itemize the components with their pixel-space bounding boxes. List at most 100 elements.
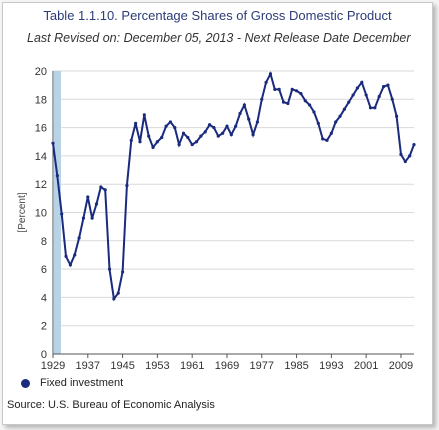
data-point [299, 92, 302, 95]
data-point [412, 143, 415, 146]
data-point [108, 268, 111, 271]
data-point [386, 84, 389, 87]
data-point [391, 98, 394, 101]
x-tick-label: 1945 [110, 360, 134, 372]
data-point [95, 202, 98, 205]
x-tick-label: 1969 [215, 360, 239, 372]
data-point [225, 125, 228, 128]
data-point [321, 137, 324, 140]
data-point [234, 125, 237, 128]
x-tick-label: 1977 [250, 360, 274, 372]
data-point [265, 81, 268, 84]
data-point [125, 184, 128, 187]
data-point [173, 126, 176, 129]
data-point [121, 270, 124, 273]
data-point [130, 139, 133, 142]
data-point [64, 255, 67, 258]
x-tick-label: 1953 [145, 360, 169, 372]
data-point [269, 72, 272, 75]
data-point [325, 139, 328, 142]
y-tick-label: 2 [41, 321, 47, 333]
data-point [117, 292, 120, 295]
data-point [186, 136, 189, 139]
data-point [382, 85, 385, 88]
data-point [164, 125, 167, 128]
data-point [151, 146, 154, 149]
data-point [230, 133, 233, 136]
data-point [378, 95, 381, 98]
data-point [169, 120, 172, 123]
data-point [99, 185, 102, 188]
data-point [104, 188, 107, 191]
series-line-fixed-investment [53, 74, 414, 299]
series-points [51, 72, 415, 300]
x-tick-label: 1937 [76, 360, 100, 372]
data-point [273, 88, 276, 91]
data-point [212, 126, 215, 129]
data-point [77, 236, 80, 239]
legend-marker-icon [21, 379, 30, 388]
data-point [195, 140, 198, 143]
y-axis-ticks: 0 2 4 6 8 10 12 14 16 18 20 [35, 66, 47, 361]
data-point [217, 134, 220, 137]
data-point [178, 143, 181, 146]
x-axis-ticks: 1929 1937 1945 1953 1961 1969 1977 1985 1993 2001… [41, 354, 413, 372]
data-point [334, 120, 337, 123]
y-tick-label: 18 [35, 94, 47, 106]
data-point [304, 99, 307, 102]
data-point [112, 297, 115, 300]
data-point [308, 103, 311, 106]
y-tick-label: 20 [35, 66, 47, 78]
data-point [317, 122, 320, 125]
data-point [182, 132, 185, 135]
data-point [138, 140, 141, 143]
legend: Fixed investment [21, 377, 123, 389]
data-point [408, 154, 411, 157]
y-axis-label: [Percent] [17, 192, 28, 232]
data-point [330, 132, 333, 135]
y-tick-label: 8 [41, 236, 47, 248]
data-point [282, 101, 285, 104]
data-point [51, 142, 54, 145]
data-point [352, 93, 355, 96]
legend-label: Fixed investment [40, 377, 123, 389]
data-point [91, 217, 94, 220]
data-point [243, 103, 246, 106]
data-point [86, 195, 89, 198]
data-point [343, 108, 346, 111]
data-point [291, 88, 294, 91]
data-point [82, 217, 85, 220]
x-tick-label: 1929 [41, 360, 65, 372]
data-point [369, 106, 372, 109]
y-tick-label: 10 [35, 208, 47, 220]
data-point [295, 89, 298, 92]
data-point [356, 86, 359, 89]
data-point [399, 153, 402, 156]
data-point [221, 132, 224, 135]
data-point [204, 130, 207, 133]
data-point [251, 133, 254, 136]
data-point [73, 253, 76, 256]
data-point [360, 81, 363, 84]
x-tick-label: 1961 [180, 360, 204, 372]
data-point [395, 115, 398, 118]
x-tick-label: 2009 [389, 360, 413, 372]
data-point [247, 118, 250, 121]
data-point [404, 160, 407, 163]
data-point [191, 143, 194, 146]
data-point [338, 115, 341, 118]
data-point [238, 112, 241, 115]
data-point [347, 101, 350, 104]
data-point [373, 106, 376, 109]
highlight-band [54, 71, 61, 354]
data-point [199, 134, 202, 137]
y-tick-label: 6 [41, 264, 47, 276]
source-note: Source: U.S. Bureau of Economic Analysis [7, 399, 215, 411]
data-point [286, 102, 289, 105]
data-point [256, 120, 259, 123]
data-point [69, 263, 72, 266]
x-tick-label: 1985 [284, 360, 308, 372]
data-point [312, 110, 315, 113]
data-point [147, 134, 150, 137]
